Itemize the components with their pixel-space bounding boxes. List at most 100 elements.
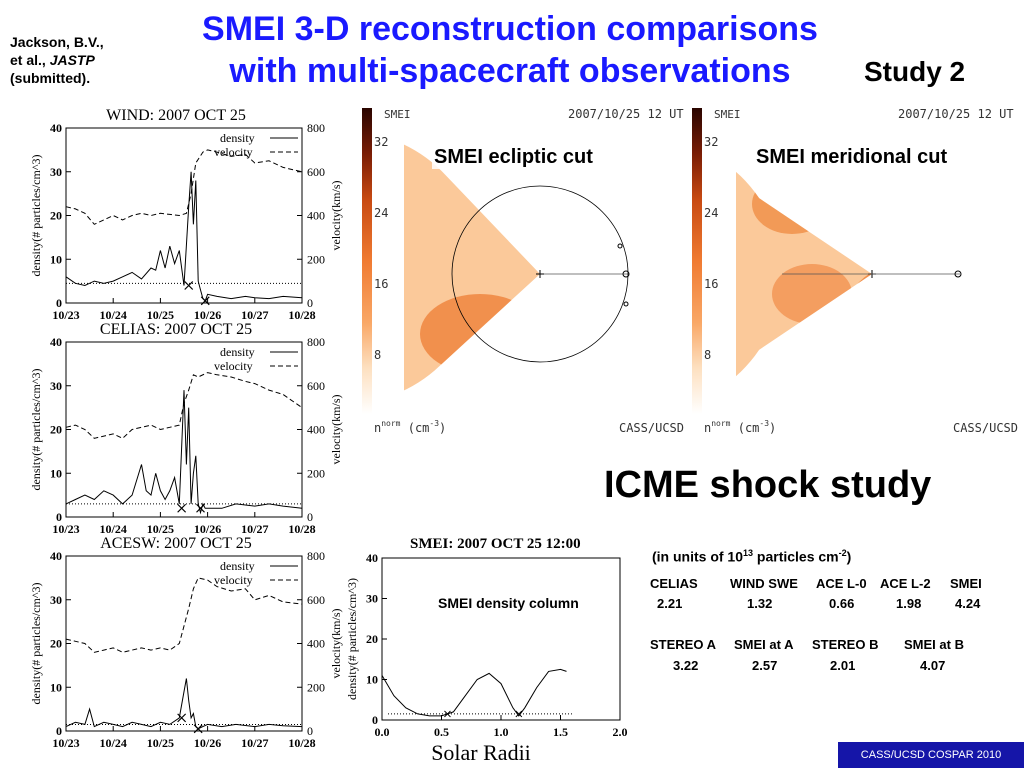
slide-title: SMEI 3-D reconstruction comparisons with…: [140, 8, 880, 92]
y-tick-label: 10: [366, 673, 378, 687]
y-tick-label-left: 40: [50, 549, 62, 563]
x-tick-label: 1.5: [553, 725, 568, 739]
meridional-map: 32 24 16 8 SMEI 2007/10/25 12 UT nnorm (cm-3) C…: [692, 107, 1018, 435]
map-source-label: SMEI: [384, 108, 411, 121]
legend-velocity: velocity: [214, 573, 253, 587]
x-tick-label: 10/25: [147, 308, 174, 322]
series-line-density: [381, 668, 567, 717]
footer-badge: CASS/UCSD COSPAR 2010: [838, 742, 1024, 768]
color-scale-bar: [692, 108, 702, 414]
color-scale-tick-label: 16: [704, 277, 718, 291]
chart-title-part: : 2007 OCT 25 12:00: [448, 536, 580, 552]
x-tick-label: 0.0: [375, 725, 390, 739]
table-header: STEREO A: [650, 637, 716, 652]
density-contour-region: [862, 334, 873, 374]
x-tick-label: 0.5: [434, 725, 449, 739]
x-tick-label: 10/27: [241, 308, 268, 322]
slide-title-line1: SMEI 3-D reconstruction comparisons: [202, 10, 818, 48]
map-credit: CASS/UCSD: [619, 421, 684, 435]
x-tick-label: 1.0: [494, 725, 509, 739]
legend-velocity: velocity: [214, 359, 253, 373]
table-header: STEREO B: [812, 637, 879, 652]
map-credit: CASS/UCSD: [953, 421, 1018, 435]
color-scale-tick-label: 32: [374, 135, 388, 149]
y-tick-label: 0: [372, 713, 378, 727]
y-tick-label-left: 20: [50, 423, 62, 437]
x-tick-label: 10/27: [241, 522, 268, 536]
y-tick-label-left: 10: [50, 680, 62, 694]
stereo-b-marker: [623, 301, 629, 307]
study-label: Study 2: [864, 56, 966, 87]
y-axis-label-right: velocity(km/s): [329, 609, 343, 679]
chart-title: SMEI: 2007 OCT 25 12:00: [410, 536, 581, 552]
earth-marker: [954, 270, 962, 278]
slide-title-line2: with multi-spacecraft observations: [229, 52, 791, 90]
table-header: ACE L-0: [816, 576, 867, 591]
smei-density-column-chart: SMEI: 2007 OCT 25 12:00 0 10 20 30 40 0.0 0.5 1.…: [345, 536, 628, 765]
x-tick-label: 10/27: [241, 736, 268, 750]
shock-marker: [177, 713, 187, 723]
y-axis-label: density(# particles/cm^3): [345, 578, 359, 700]
color-scale-tick-label: 8: [704, 348, 711, 362]
time-series-panel: ACESW: 2007 OCT 250102030400200400600800…: [29, 535, 343, 750]
series-line-density: [65, 678, 303, 730]
y-tick-label-right: 200: [307, 680, 325, 694]
table-value: 1.98: [896, 596, 922, 611]
map-units-label-part: -3: [759, 419, 769, 428]
meridional-cut-label: SMEI meridional cut: [754, 146, 950, 169]
density-contour-region: [590, 194, 670, 374]
color-scale-tick-label: 8: [374, 348, 381, 362]
stereo-a-marker: [617, 243, 623, 249]
density-contour-region: [605, 374, 665, 394]
y-tick-label-right: 600: [307, 379, 325, 393]
plot-frame: [381, 557, 621, 721]
density-contour-region: [480, 350, 541, 404]
table-header: WIND SWE: [730, 576, 798, 591]
y-tick-label: 30: [366, 592, 378, 606]
x-tick-label: 10/24: [100, 308, 127, 322]
citation-journal: JASTP: [49, 52, 95, 68]
y-axis-label-left: density(# particles/cm^3): [29, 369, 43, 491]
series-line-velocity: [65, 372, 303, 439]
color-scale-tick-label: 24: [704, 206, 718, 220]
map-source-label: SMEI: [714, 108, 741, 121]
density-contour-region: [772, 264, 852, 324]
meridional-map-panel: 32 24 16 8 SMEI 2007/10/25 12 UT nnorm (cm-3) C…: [690, 102, 1024, 440]
y-tick-label-left: 30: [50, 593, 62, 607]
color-scale-bar: [362, 108, 372, 414]
y-tick-label-right: 400: [307, 423, 325, 437]
x-tick-label: 10/28: [288, 736, 315, 750]
citation-authors: et al.,: [10, 52, 50, 68]
series-line-density: [65, 171, 303, 302]
earth-marker: [622, 270, 630, 278]
y-axis-label-right: velocity(km/s): [329, 181, 343, 251]
table-value: 0.66: [829, 596, 855, 611]
y-axis-label-right: velocity(km/s): [329, 395, 343, 465]
y-tick-label-right: 0: [307, 296, 313, 310]
x-axis-label: Solar Radii: [431, 740, 531, 765]
map-units-label-part: (cm: [731, 421, 760, 435]
legend-density: density: [220, 559, 255, 573]
y-tick-label-right: 0: [307, 724, 313, 738]
map-timestamp: 2007/10/25 12 UT: [898, 107, 1014, 121]
shock-marker: [193, 724, 203, 734]
units-middle: particles cm: [753, 548, 839, 565]
time-series-panel: WIND: 2007 OCT 2501020304002004006008001…: [29, 107, 343, 322]
legend-density: density: [220, 345, 255, 359]
map-units-label: nnorm (cm-3): [374, 419, 446, 435]
x-tick-label: 10/25: [147, 522, 174, 536]
legend-density: density: [220, 131, 255, 145]
map-units-label-part: -3: [429, 419, 439, 428]
y-axis-label-left: density(# particles/cm^3): [29, 155, 43, 277]
legend-velocity: velocity: [214, 145, 253, 159]
plot-frame: [65, 127, 303, 304]
map-units-label-part: ): [769, 421, 776, 435]
x-tick-label: 10/26: [194, 522, 221, 536]
shock-marker: [184, 281, 194, 290]
table-header: SMEI: [950, 576, 982, 591]
shock-marker: [444, 710, 451, 718]
citation-line2: et al., JASTP: [10, 51, 104, 69]
chart-title: WIND: 2007 OCT 25: [106, 107, 246, 124]
x-tick-label: 10/23: [52, 308, 79, 322]
y-tick-label-right: 200: [307, 466, 325, 480]
